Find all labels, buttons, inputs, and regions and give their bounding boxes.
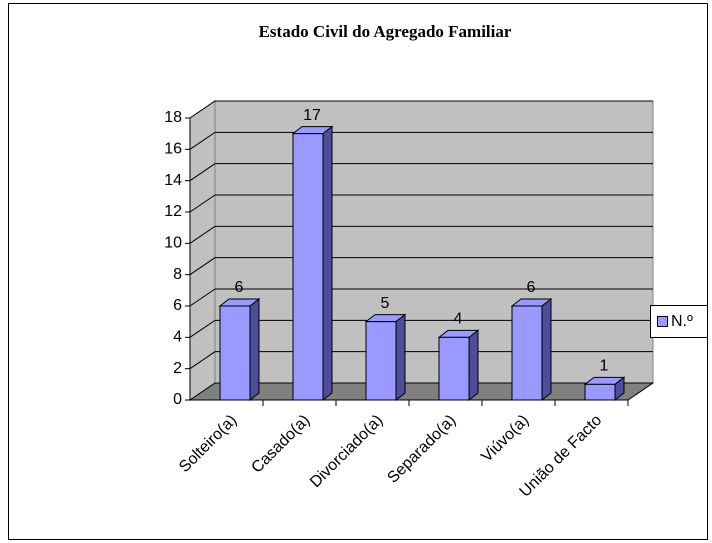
y-tick-label: 12	[164, 203, 182, 220]
grid-line	[189, 100, 653, 119]
y-tick-label: 2	[173, 360, 182, 377]
grid-line	[189, 288, 653, 307]
x-axis-depth	[627, 382, 654, 401]
bar	[365, 321, 397, 401]
grid-line	[189, 131, 653, 150]
grid-line	[189, 382, 653, 401]
y-tick-label: 10	[164, 235, 182, 252]
bar	[438, 336, 470, 401]
grid-line	[189, 351, 653, 370]
data-label: 4	[454, 311, 463, 328]
grid-line	[189, 194, 653, 213]
data-label: 1	[600, 358, 609, 375]
side-wall	[189, 100, 216, 401]
grid-line	[189, 225, 653, 244]
y-tick-label: 8	[173, 266, 182, 283]
data-label: 6	[527, 279, 536, 296]
legend-label: N.º	[671, 313, 693, 330]
bar	[219, 305, 251, 401]
y-tick-label: 6	[173, 297, 182, 314]
data-label: 17	[303, 107, 321, 124]
grid-line	[189, 163, 653, 182]
data-label: 6	[235, 279, 244, 296]
y-tick-label: 4	[173, 329, 182, 346]
data-label: 5	[381, 295, 390, 312]
y-tick-label: 16	[164, 141, 182, 158]
chart-title: Estado Civil do Agregado Familiar	[259, 22, 512, 41]
legend-swatch	[657, 316, 668, 327]
y-tick-label: 14	[164, 172, 182, 189]
bar-side	[468, 329, 479, 402]
y-tick-label: 0	[173, 391, 182, 408]
grid-line	[189, 257, 653, 276]
bar-side	[395, 313, 406, 402]
y-tick-label: 18	[164, 109, 182, 126]
bar	[292, 133, 324, 401]
bar-side	[322, 125, 333, 402]
grid-line	[189, 319, 653, 338]
back-wall	[214, 100, 654, 384]
bar-side	[541, 297, 552, 402]
bar	[511, 305, 543, 401]
bar	[584, 383, 616, 401]
bar-side	[249, 297, 260, 402]
